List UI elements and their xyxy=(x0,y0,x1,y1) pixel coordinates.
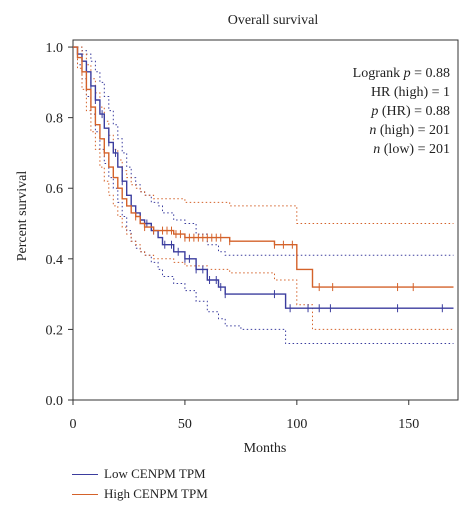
survival-chart: Overall survival 0 50 100 150 0.0 0.2 0.4 0.6 0.… xyxy=(15,13,459,456)
x-tick-label: 0 xyxy=(70,417,77,432)
annotation-line: HR (high) = 1 xyxy=(371,85,450,100)
y-tick-label: 1.0 xyxy=(46,41,64,56)
series-high-ci-upper xyxy=(73,46,454,224)
legend-low: Low CENPM TPM xyxy=(72,466,206,482)
annotation-line: p (HR) = 0.88 xyxy=(370,104,450,119)
legend-high-label: High CENPM TPM xyxy=(104,486,208,501)
series-low-line xyxy=(73,46,454,309)
legend-high-swatch xyxy=(72,493,98,495)
plot-area: 0 50 100 150 0.0 0.2 0.4 0.6 0.8 1.0 xyxy=(46,39,459,432)
legend-low-label: Low CENPM TPM xyxy=(104,466,206,481)
x-axis-label: Months xyxy=(244,441,287,456)
chart-title: Overall survival xyxy=(228,13,319,28)
stats-annotation: Logrank p = 0.88 HR (high) = 1 p (HR) = 0.… xyxy=(353,66,450,157)
x-tick-label: 150 xyxy=(398,417,419,432)
y-tick-label: 0.2 xyxy=(46,323,64,338)
y-tick-label: 0.8 xyxy=(46,112,64,127)
annotation-line: n (high) = 201 xyxy=(369,123,450,138)
annotation-line: n (low) = 201 xyxy=(373,142,450,157)
y-tick-label: 0.6 xyxy=(46,182,64,197)
x-tick-label: 100 xyxy=(286,417,307,432)
legend-low-swatch xyxy=(72,473,98,475)
legend-high: High CENPM TPM xyxy=(72,486,208,502)
series-low-ci-upper xyxy=(73,46,454,256)
y-axis-label: Percent survival xyxy=(15,171,30,262)
x-tick-label: 50 xyxy=(178,417,192,432)
y-tick-label: 0.0 xyxy=(46,394,64,409)
plot-frame xyxy=(72,39,459,401)
y-tick-label: 0.4 xyxy=(46,253,64,268)
series-high-ci-lower xyxy=(73,46,454,330)
annotation-line: Logrank p = 0.88 xyxy=(353,66,450,81)
